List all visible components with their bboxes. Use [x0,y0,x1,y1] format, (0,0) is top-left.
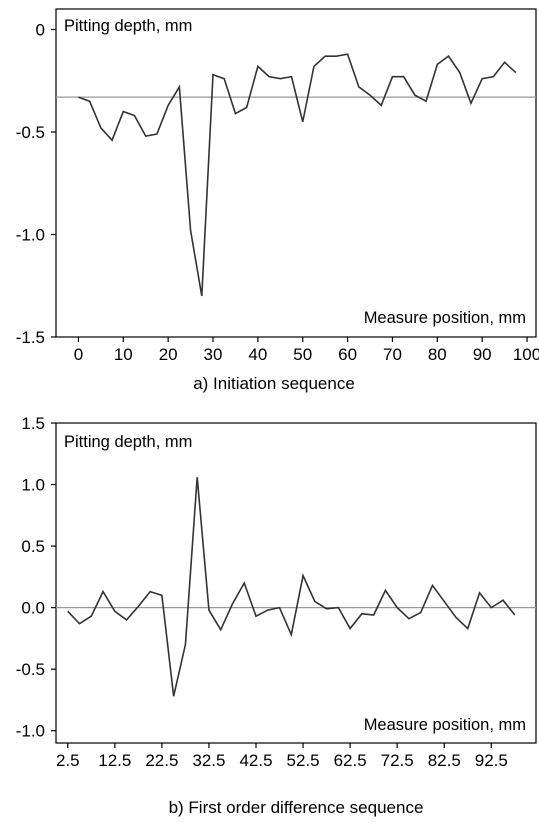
chart-b: 2.5 12.5 22.5 32.5 42.5 52.5 62.5 72.5 82.5 92.5 … [16,414,537,817]
chart-b-series-line [67,477,516,697]
y-tick-label: -1.0 [16,226,45,245]
y-tick-label: 1.0 [21,476,45,495]
x-tick-label: 80 [428,345,447,364]
x-tick-label: 32.5 [192,751,225,770]
y-tick-label: 0 [36,21,45,40]
chart-b-plot-frame [55,422,537,744]
x-tick-label: 10 [114,345,133,364]
x-tick-label: 92.5 [475,751,508,770]
x-tick-label: 90 [473,345,492,364]
chart-a-series-line [78,53,517,297]
chart-a-caption: a) Initiation sequence [193,374,355,393]
x-tick-label: 50 [293,345,312,364]
x-tick-label: 100 [513,345,539,364]
chart-a-y-axis: 0 -0.5 -1.0 -1.5 [16,21,56,347]
x-tick-label: 82.5 [428,751,461,770]
chart-a-x-label: Measure position, mm [364,309,526,327]
x-tick-label: 70 [383,345,402,364]
x-tick-label: 0 [74,345,83,364]
x-tick-label: 2.5 [56,751,80,770]
y-tick-label: 0.0 [21,599,45,618]
x-tick-label: 30 [204,345,223,364]
x-tick-label: 42.5 [239,751,272,770]
chart-b-y-axis: 1.5 1.0 0.5 0.0 -0.5 -1.0 [16,414,56,741]
y-tick-label: -0.5 [16,123,45,142]
chart-a-x-axis: 0 10 20 30 40 50 60 70 80 90 100 [74,337,539,364]
x-tick-label: 20 [159,345,178,364]
chart-a: 0 10 20 30 40 50 60 70 80 90 100 0 -0.5 -1.0 -1.5 Pit… [16,8,539,393]
chart-b-x-label: Measure position, mm [364,716,526,734]
y-tick-label: -0.5 [16,660,45,679]
y-tick-label: -1.5 [16,328,45,347]
y-tick-label: -1.0 [16,722,45,741]
y-tick-label: 1.5 [21,414,45,433]
chart-b-x-axis: 2.5 12.5 22.5 32.5 42.5 52.5 62.5 72.5 82.5 92.5 [56,743,508,770]
x-tick-label: 12.5 [98,751,131,770]
y-tick-label: 0.5 [21,537,45,556]
chart-a-y-label: Pitting depth, mm [64,17,192,35]
x-tick-label: 52.5 [287,751,320,770]
chart-a-plot-frame [55,8,537,338]
x-tick-label: 72.5 [381,751,414,770]
x-tick-label: 22.5 [145,751,178,770]
chart-b-caption: b) First order difference sequence [169,798,424,817]
chart-b-y-label: Pitting depth, mm [64,433,192,451]
x-tick-label: 60 [338,345,357,364]
x-tick-label: 40 [248,345,267,364]
x-tick-label: 62.5 [334,751,367,770]
